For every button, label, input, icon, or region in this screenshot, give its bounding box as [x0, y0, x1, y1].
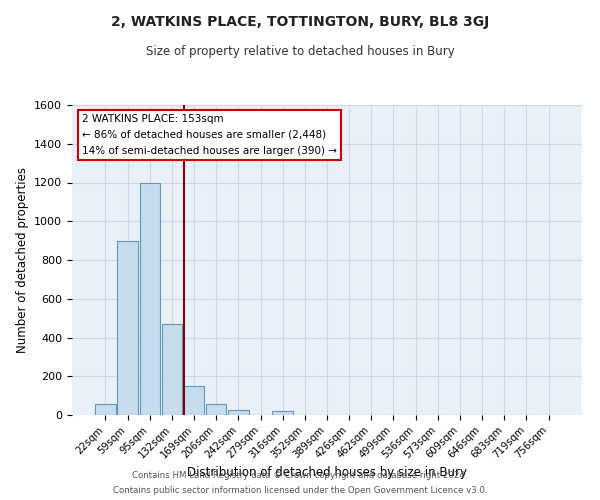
Y-axis label: Number of detached properties: Number of detached properties [16, 167, 29, 353]
Text: Contains public sector information licensed under the Open Government Licence v3: Contains public sector information licen… [113, 486, 487, 495]
Bar [95, 404, 116, 415]
Bar [228, 410, 248, 415]
Text: Contains HM Land Registry data © Crown copyright and database right 2024.: Contains HM Land Registry data © Crown c… [132, 471, 468, 480]
Text: Size of property relative to detached houses in Bury: Size of property relative to detached ho… [146, 45, 454, 58]
Text: 2, WATKINS PLACE, TOTTINGTON, BURY, BL8 3GJ: 2, WATKINS PLACE, TOTTINGTON, BURY, BL8 … [111, 15, 489, 29]
Bar [272, 411, 293, 415]
X-axis label: Distribution of detached houses by size in Bury: Distribution of detached houses by size … [187, 466, 467, 479]
Bar [161, 324, 182, 415]
Bar [140, 182, 160, 415]
Bar [118, 240, 138, 415]
Bar [206, 404, 226, 415]
Bar [184, 386, 204, 415]
Text: 2 WATKINS PLACE: 153sqm
← 86% of detached houses are smaller (2,448)
14% of semi: 2 WATKINS PLACE: 153sqm ← 86% of detache… [82, 114, 337, 156]
